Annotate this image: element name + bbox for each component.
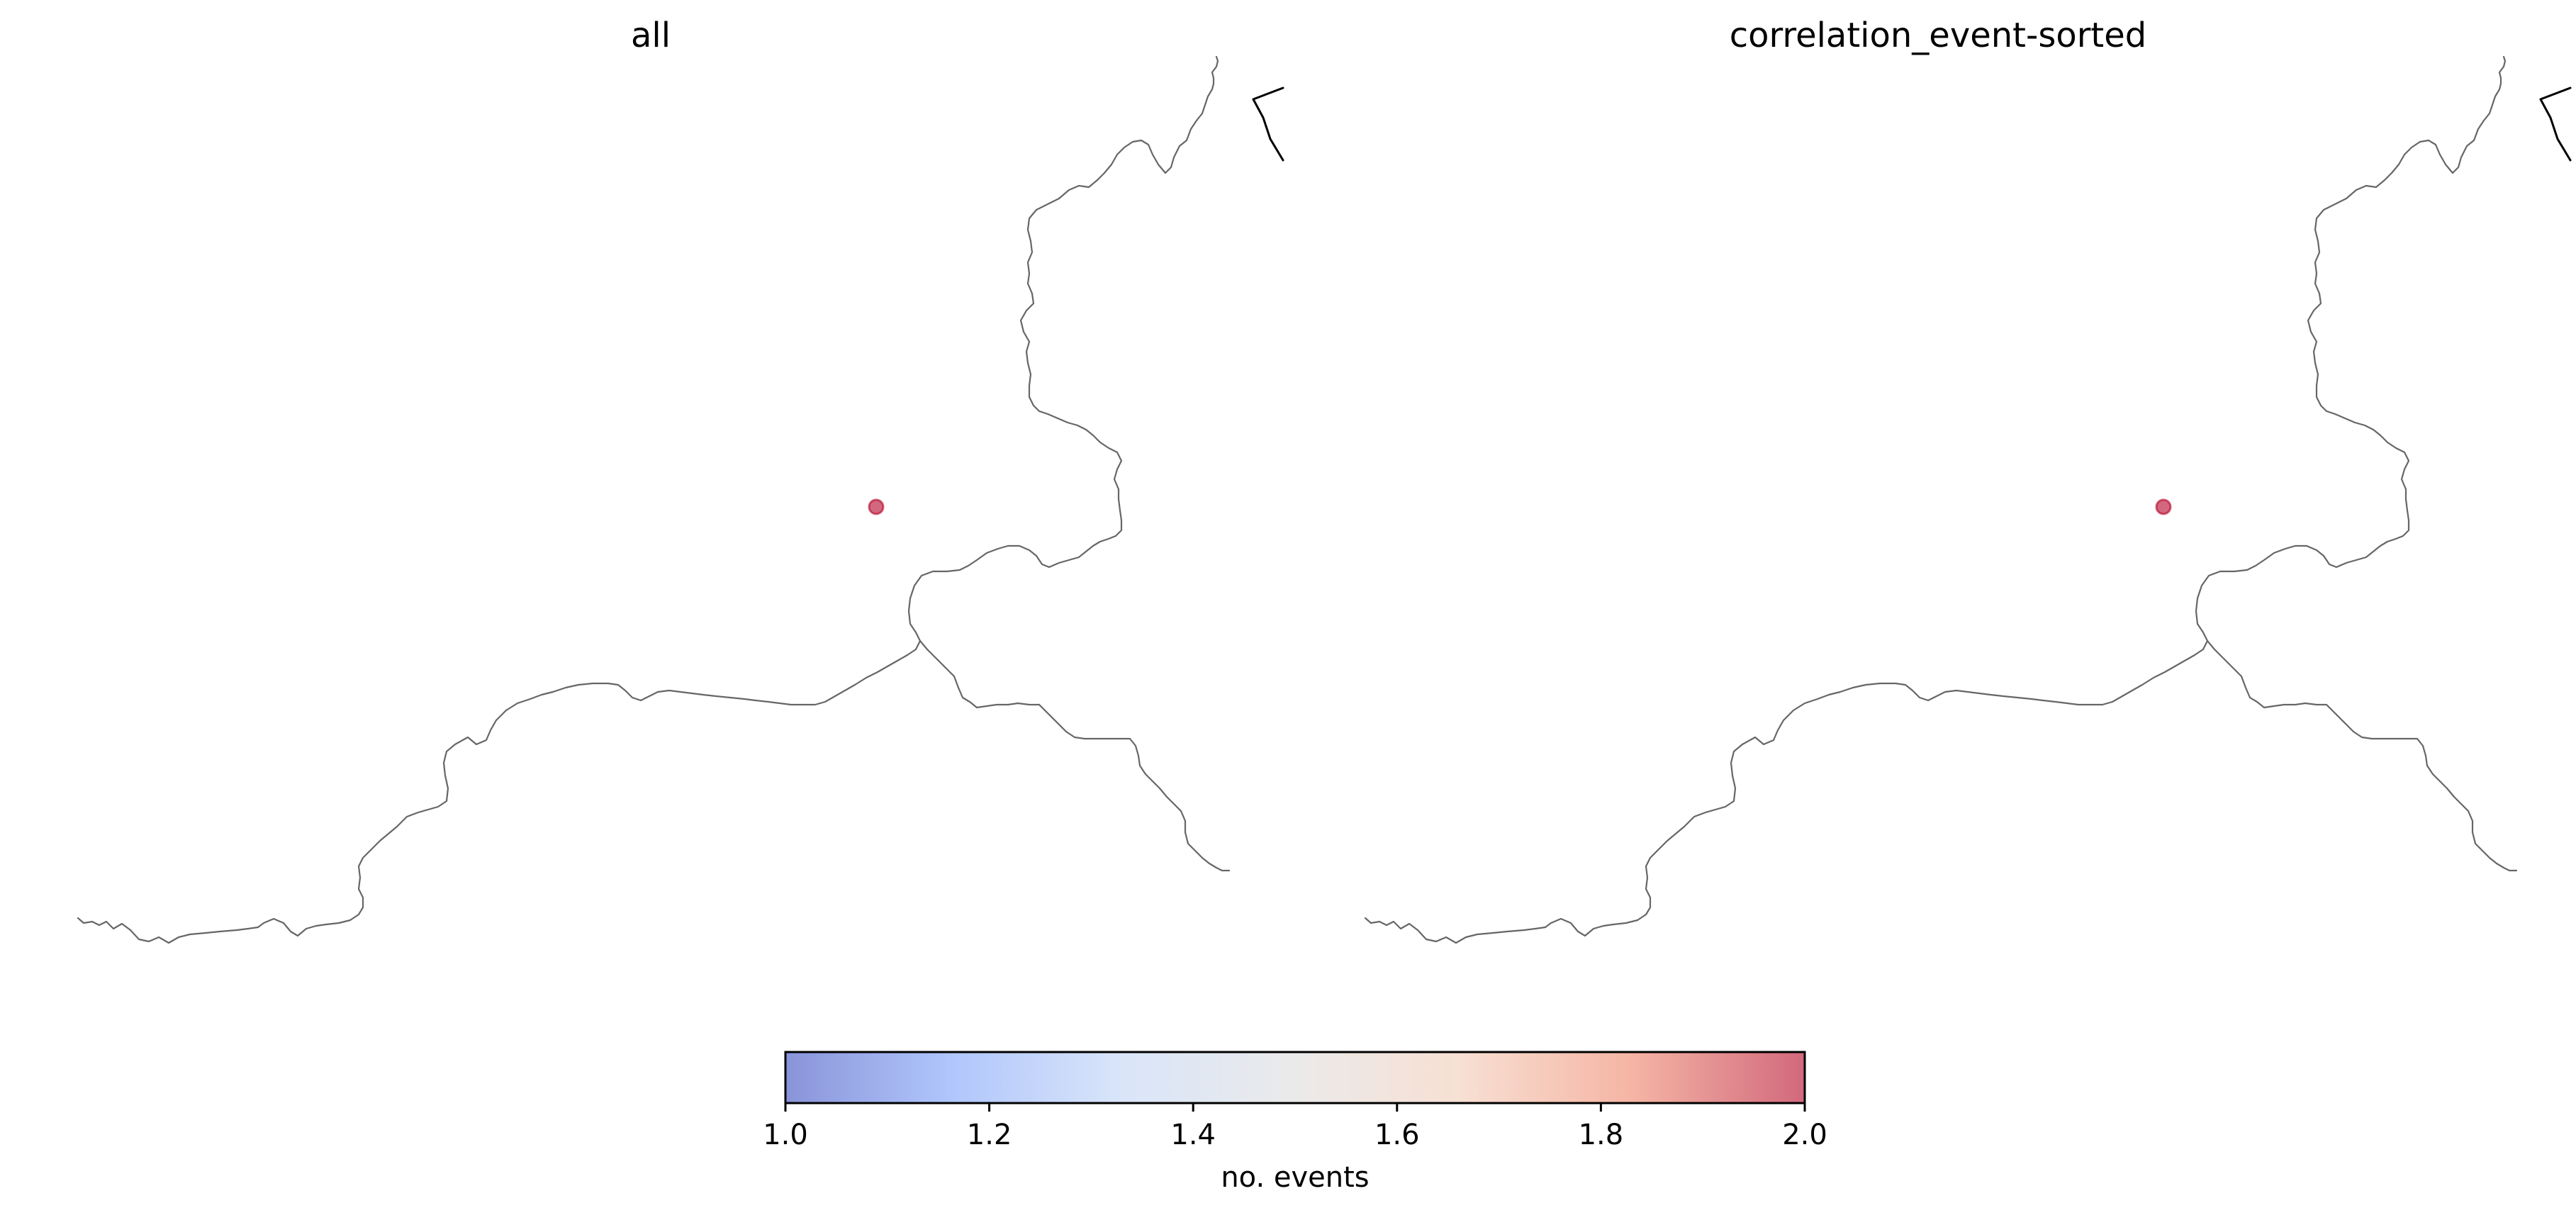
- colorbar-tick-label: 1.2: [967, 1119, 1012, 1151]
- colorbar-tick-label: 1.0: [763, 1119, 808, 1151]
- colorbar-tick-label: 1.8: [1579, 1119, 1624, 1151]
- event-marker: [868, 498, 885, 515]
- colorbar-ticks: 1.0 1.2 1.4 1.6 1.8 2.0: [763, 1103, 1827, 1151]
- colorbar-tick-label: 1.4: [1170, 1119, 1216, 1151]
- colorbar-label: no. events: [1221, 1161, 1369, 1194]
- panel-title: all: [631, 16, 671, 55]
- colorbar-gradient: [784, 1051, 1806, 1104]
- colorbar: 1.0 1.2 1.4 1.6 1.8 2.0 no. events: [763, 1051, 1827, 1194]
- colorbar-tick-label: 1.6: [1374, 1119, 1420, 1151]
- map-panel-correlation-event-sorted: correlation_event-sorted: [1364, 16, 2572, 944]
- event-marker: [2155, 498, 2172, 515]
- border-lines: [1364, 55, 2572, 944]
- map-panel-all: all: [77, 16, 1284, 944]
- colorbar-tick-label: 2.0: [1782, 1119, 1827, 1151]
- border-lines: [77, 55, 1284, 944]
- panel-title: correlation_event-sorted: [1730, 16, 2147, 55]
